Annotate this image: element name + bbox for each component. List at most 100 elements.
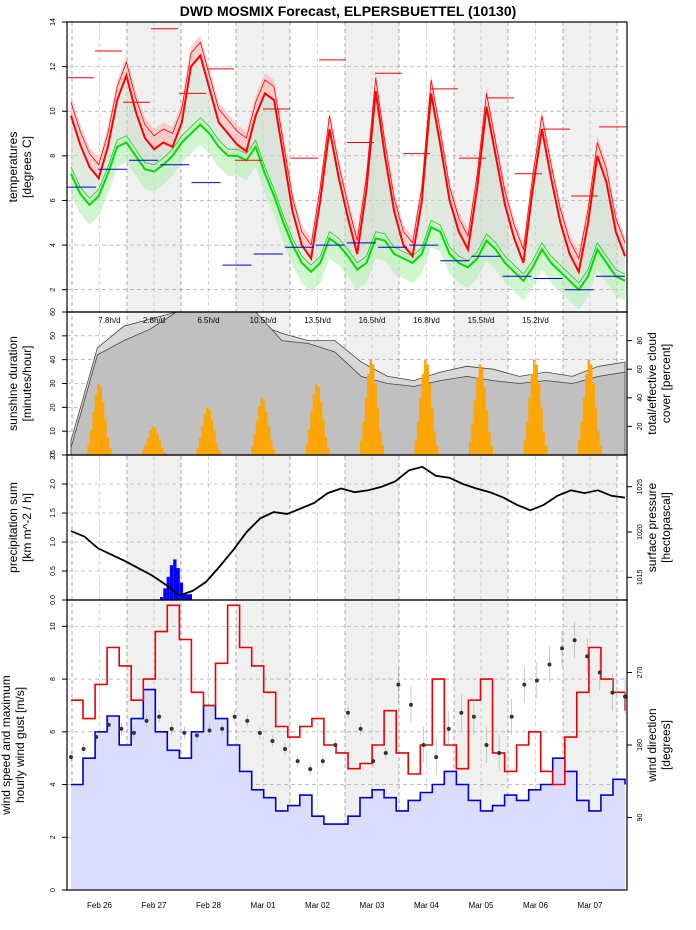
wind-direction-point [471, 714, 476, 719]
sunshine-bar [99, 387, 102, 455]
sunshine-bar [478, 364, 481, 455]
sunshine-bar [89, 429, 93, 455]
sunshine-bar [369, 359, 372, 455]
sunshine-bar [319, 401, 323, 455]
x-tick-label: Feb 28 [196, 901, 221, 910]
precipitation-bar [169, 565, 174, 600]
grid [67, 21, 627, 890]
wind-direction-point [396, 682, 401, 687]
wind-direction-point [207, 728, 212, 733]
y-tick-label: 30 [50, 380, 57, 388]
sunshine-bar [263, 400, 266, 455]
sunshine-bar [317, 387, 320, 455]
sunshine-bar [533, 359, 536, 455]
wind-direction-point [157, 714, 162, 719]
sunshine-bar [376, 407, 380, 455]
sunshine-bar [360, 440, 363, 455]
cloud-axis-label: total/effective cloudcover [percent] [645, 332, 673, 435]
x-tick-label: Mar 06 [523, 901, 548, 910]
sunshine-bar [528, 397, 531, 455]
x-tick-label: Feb 26 [87, 901, 112, 910]
precipitation-axis-label: precipitation sum[km m^-2 / h] [6, 482, 34, 573]
precipitation-bar [176, 568, 180, 600]
y-tick-label: 0 [50, 888, 57, 892]
precipitation-axis-label-line: [km m^-2 / h] [20, 493, 34, 562]
sunshine-bar [485, 409, 489, 455]
sunshine-bar [315, 383, 318, 455]
y-tick-label: 60 [50, 308, 57, 316]
sunshine-bar [324, 437, 328, 455]
x-tick-label: Mar 03 [360, 901, 385, 910]
wind-direction-point [358, 726, 363, 731]
y2-tick-label: 60 [637, 365, 644, 373]
wind-direction-point [623, 694, 627, 699]
y-tick-label: 4 [50, 243, 57, 247]
daily-sunshine-label: 15.5h/d [468, 316, 495, 325]
sunshine-axis-label-line: [minutes/hour] [20, 345, 34, 421]
y2-tick-label: 20 [637, 422, 644, 430]
wind-direction-point [69, 755, 73, 760]
wind-speed-area [71, 689, 625, 890]
precipitation-bar [173, 559, 177, 600]
wind-direction-point [484, 743, 489, 747]
wind-direction-point [144, 718, 149, 723]
sunshine-bar [218, 450, 221, 455]
sunshine-bar [436, 445, 439, 455]
daily-sunshine-label: 16.5h/d [359, 316, 386, 325]
sunshine-bar [255, 420, 259, 455]
wind-direction-point [94, 734, 99, 739]
wind-direction-point [522, 682, 527, 687]
sunshine-bar [379, 431, 382, 455]
y-tick-label: 20 [50, 403, 57, 411]
wind-direction-point [509, 714, 514, 719]
y-tick-label: 10 [50, 622, 57, 630]
daily-sunshine-label: 15.2h/d [522, 316, 549, 325]
sunshine-bar [381, 445, 384, 455]
sunshine-bar [156, 433, 159, 455]
temperature-axis-label-line: [degrees C] [20, 136, 34, 198]
sunshine-bar [196, 447, 199, 455]
sunshine-bar [469, 441, 472, 455]
wind-direction-point [220, 726, 225, 731]
precipitation-bar [182, 594, 192, 600]
wind-direction-point [131, 730, 136, 735]
x-tick-label: Mar 07 [578, 901, 603, 910]
panel-frames [66, 21, 628, 891]
wind-direction-point [194, 733, 199, 738]
sunshine-bar [203, 414, 207, 455]
wind-direction-point [585, 654, 590, 659]
sunshine-bar [537, 383, 541, 455]
sunshine-bar [87, 444, 90, 455]
wind-direction-point [346, 710, 350, 715]
sunshine-bar [490, 445, 493, 455]
sunshine-bar [433, 431, 437, 455]
sunshine-bar [270, 440, 273, 455]
precipitation-bar [166, 576, 170, 600]
sunshine-bar [585, 373, 588, 455]
x-tick-label: Mar 04 [414, 901, 439, 910]
wind-direction-point [383, 751, 388, 756]
wind-direction-point [245, 718, 250, 723]
wind-direction-point [371, 759, 376, 764]
sunshine-bar [260, 397, 263, 455]
wind-direction-point [333, 743, 338, 747]
y-tick-label: 50 [50, 332, 57, 340]
sunshine-bar [473, 400, 477, 455]
temperature-line [70, 53, 626, 275]
sunshine-bar [267, 426, 271, 455]
sunshine-bar [208, 409, 211, 455]
pressure-axis-label: surface pressure[hectopascal] [645, 482, 673, 572]
sunshine-bar [158, 440, 162, 455]
precipitation-panel [70, 465, 626, 600]
wind-direction-point [497, 751, 502, 756]
sunshine-bar [307, 429, 311, 455]
y-tick-label: 12 [50, 63, 57, 71]
sunshine-bar [310, 412, 313, 455]
sunshine-bar [592, 383, 595, 455]
precipitation-bar [179, 582, 184, 600]
sunshine-bar [372, 364, 375, 455]
y-tick-label: 2 [50, 288, 57, 292]
sunshine-bar [428, 383, 432, 455]
wind-direction-point [270, 738, 275, 743]
